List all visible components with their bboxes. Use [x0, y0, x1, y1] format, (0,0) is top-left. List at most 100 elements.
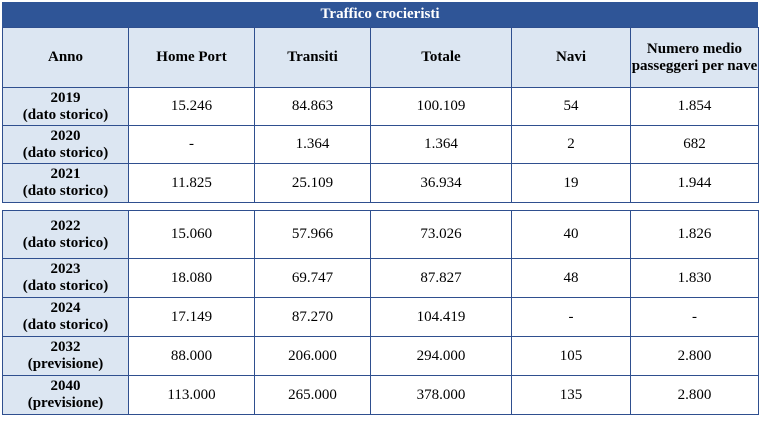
cell-text: 69.747	[291, 269, 334, 286]
cell-text: 1.854	[677, 98, 712, 114]
cell-text: 1.826	[677, 226, 712, 242]
cell-text: 19	[563, 174, 579, 191]
cell-text: 87.270	[291, 308, 334, 325]
cell-text: 73.026	[420, 226, 462, 242]
table-cell: 294.000	[370, 336, 512, 376]
table-cell: 87.827	[370, 258, 512, 298]
cell-text: Navi	[556, 49, 586, 65]
table-cell: 1.830	[630, 258, 759, 298]
cell-text: 87.827	[420, 269, 462, 286]
table-cell: 73.026	[370, 210, 512, 259]
cell-text: 36.934	[420, 174, 462, 191]
cell-text: -	[568, 308, 574, 325]
table-cell: 84.863	[254, 87, 371, 126]
table-cell: 1.826	[630, 210, 759, 259]
cell-text: 2.800	[677, 386, 712, 403]
cell-text: 11.825	[171, 174, 212, 191]
table-cell: 2032 (previsione)	[2, 336, 129, 376]
table-cell: 48	[511, 258, 631, 298]
table-cell: -	[630, 297, 759, 337]
cell-text: 378.000	[416, 386, 466, 403]
table-cell: 2021 (dato storico)	[2, 163, 129, 203]
cell-text: (dato storico)	[22, 183, 109, 199]
cell-text: 2	[567, 136, 575, 152]
cell-text: 2021	[50, 166, 81, 182]
cell-text: 15.060	[170, 226, 213, 242]
table-cell: -	[128, 125, 255, 164]
table-cell: 2040 (previsione)	[2, 375, 129, 415]
cell-text: 135	[559, 386, 583, 403]
table-cell: 2.800	[630, 375, 759, 415]
table-cell: -	[511, 297, 631, 337]
table-cell: 15.246	[128, 87, 255, 126]
cell-text: 1.364	[424, 136, 458, 152]
cell-text: 294.000	[416, 347, 466, 364]
cell-text: 113.000	[167, 386, 216, 403]
cell-text: 48	[563, 269, 579, 286]
table-cell: 2019 (dato storico)	[2, 87, 129, 126]
cell-text: Home Port	[156, 49, 227, 65]
table-cell: 378.000	[370, 375, 512, 415]
table-cell: 1.364	[254, 125, 371, 164]
table-cell: 88.000	[128, 336, 255, 376]
cell-text: 100.109	[416, 98, 466, 114]
cell-text: 265.000	[288, 386, 337, 403]
table-cell: 104.419	[370, 297, 512, 337]
table-cell: 57.966	[254, 210, 371, 259]
cell-text: 682	[683, 136, 706, 152]
table-cell: 36.934	[370, 163, 512, 203]
cell-text: -	[189, 136, 194, 152]
cell-text: 2022	[50, 217, 81, 234]
cell-text: 2019	[50, 89, 81, 106]
cell-text: Numero medio passeggeri per nave	[631, 40, 758, 74]
table-cell: Transiti	[254, 27, 371, 88]
cell-text: 84.863	[291, 98, 334, 114]
table-cell: 17.149	[128, 297, 255, 337]
cell-text: 105	[559, 347, 583, 364]
table-cell: 1.364	[370, 125, 512, 164]
table-cell: 2023 (dato storico)	[2, 258, 129, 298]
cell-text: 25.109	[291, 174, 334, 191]
table-cell: Totale	[370, 27, 512, 88]
cell-text: 54	[563, 98, 579, 114]
cell-text: (previsione)	[27, 356, 104, 372]
table-cell: 2.800	[630, 336, 759, 376]
cell-text: -	[692, 308, 697, 325]
cell-text: 15.246	[170, 98, 213, 114]
table-cell: 40	[511, 210, 631, 259]
table-cell: 113.000	[128, 375, 255, 415]
table-cell: Numero medio passeggeri per nave	[630, 27, 759, 88]
table-cell: 11.825	[128, 163, 255, 203]
table-cell: 206.000	[254, 336, 371, 376]
cell-text: 40	[563, 226, 579, 242]
cell-text: 17.149	[170, 308, 213, 325]
table-cell: 1.944	[630, 163, 759, 203]
table-cell: 25.109	[254, 163, 371, 203]
table-cell: 69.747	[254, 258, 371, 298]
cell-text: 1.830	[677, 269, 712, 286]
cell-text: 57.966	[291, 226, 334, 242]
table-cell: 19	[511, 163, 631, 203]
table-cell: Home Port	[128, 27, 255, 88]
cell-text: 2023	[50, 261, 81, 277]
cell-text: 2024	[50, 300, 81, 316]
table-cell: 100.109	[370, 87, 512, 126]
cell-text: Transiti	[287, 49, 338, 65]
table-cell: Anno	[2, 27, 129, 88]
table-cell: Navi	[511, 27, 631, 88]
cell-text: (dato storico)	[22, 317, 109, 333]
cell-text: 206.000	[288, 347, 337, 364]
table-cell: 2022 (dato storico)	[2, 210, 129, 259]
cell-text: 18.080	[170, 269, 213, 286]
cell-text: 1.944	[677, 174, 712, 191]
cell-text: 2020	[50, 127, 81, 144]
cell-text: (dato storico)	[22, 144, 109, 161]
table-cell: 15.060	[128, 210, 255, 259]
cell-text: (dato storico)	[22, 234, 109, 251]
table-cell: 135	[511, 375, 631, 415]
cell-text: Totale	[421, 49, 461, 65]
table-cell: 265.000	[254, 375, 371, 415]
table-cell: 2020 (dato storico)	[2, 125, 129, 164]
cell-text: (dato storico)	[22, 278, 109, 294]
